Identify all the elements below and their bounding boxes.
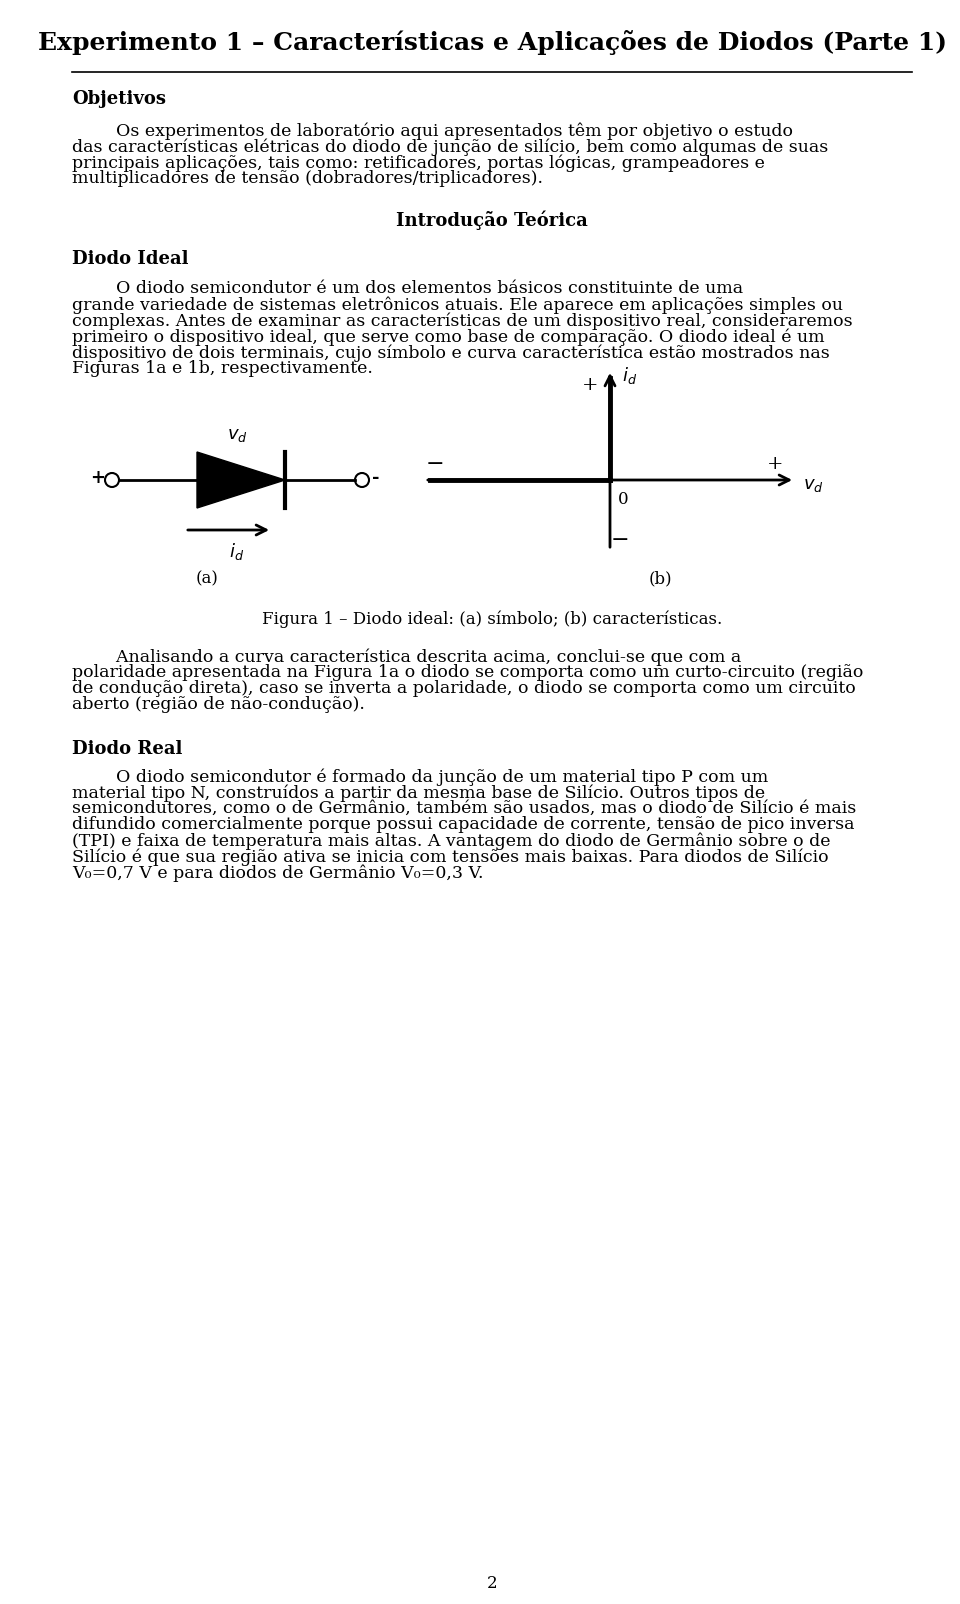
Text: Figuras 1a e 1b, respectivamente.: Figuras 1a e 1b, respectivamente. — [72, 359, 372, 377]
Text: V₀=0,7 V e para diodos de Germânio V₀=0,3 V.: V₀=0,7 V e para diodos de Germânio V₀=0,… — [72, 865, 484, 882]
Text: (TPI) e faixa de temperatura mais altas. A vantagem do diodo de Germânio sobre o: (TPI) e faixa de temperatura mais altas.… — [72, 832, 830, 850]
Text: Objetivos: Objetivos — [72, 90, 166, 107]
Text: $i_d$: $i_d$ — [622, 366, 637, 387]
Text: O diodo semicondutor é um dos elementos básicos constituinte de uma: O diodo semicondutor é um dos elementos … — [72, 281, 743, 297]
Text: $i_d$: $i_d$ — [229, 542, 245, 563]
Text: -: - — [372, 468, 380, 488]
Text: +: + — [90, 468, 106, 488]
Text: Analisando a curva característica descrita acima, conclui-se que com a: Analisando a curva característica descri… — [72, 648, 741, 666]
Text: complexas. Antes de examinar as características de um dispositivo real, consider: complexas. Antes de examinar as caracter… — [72, 313, 852, 329]
Text: (b): (b) — [648, 569, 672, 587]
Text: Diodo Real: Diodo Real — [72, 739, 182, 759]
Text: Os experimentos de laboratório aqui apresentados têm por objetivo o estudo: Os experimentos de laboratório aqui apre… — [72, 122, 793, 140]
Text: principais aplicações, tais como: retificadores, portas lógicas, grampeadores e: principais aplicações, tais como: retifi… — [72, 154, 765, 172]
Text: multiplicadores de tensão (dobradores/triplicadores).: multiplicadores de tensão (dobradores/tr… — [72, 170, 543, 188]
Text: Experimento 1 – Características e Aplicações de Diodos (Parte 1): Experimento 1 – Características e Aplica… — [37, 30, 947, 55]
Text: difundido comercialmente porque possui capacidade de corrente, tensão de pico in: difundido comercialmente porque possui c… — [72, 816, 854, 832]
Text: Introdução Teórica: Introdução Teórica — [396, 210, 588, 229]
Text: Silício é que sua região ativa se inicia com tensões mais baixas. Para diodos de: Silício é que sua região ativa se inicia… — [72, 849, 828, 866]
Text: −: − — [425, 452, 444, 475]
Text: das características elétricas do diodo de junção de silício, bem como algumas de: das características elétricas do diodo d… — [72, 138, 828, 156]
Text: +: + — [767, 456, 783, 473]
Text: $v_d$: $v_d$ — [803, 476, 824, 494]
Text: grande variedade de sistemas eletrônicos atuais. Ele aparece em aplicações simpl: grande variedade de sistemas eletrônicos… — [72, 297, 843, 313]
Text: material tipo N, construídos a partir da mesma base de Silício. Outros tipos de: material tipo N, construídos a partir da… — [72, 784, 765, 802]
Text: dispositivo de dois terminais, cujo símbolo e curva característica estão mostrad: dispositivo de dois terminais, cujo símb… — [72, 343, 829, 361]
Text: Diodo Ideal: Diodo Ideal — [72, 250, 188, 268]
Polygon shape — [197, 452, 285, 508]
Text: O diodo semicondutor é formado da junção de um material tipo P com um: O diodo semicondutor é formado da junção… — [72, 768, 768, 786]
Text: semicondutores, como o de Germânio, também são usados, mas o diodo de Silício é : semicondutores, como o de Germânio, tamb… — [72, 800, 856, 816]
Text: de condução direta), caso se inverta a polaridade, o diodo se comporta como um c: de condução direta), caso se inverta a p… — [72, 680, 855, 698]
Text: +: + — [582, 375, 598, 395]
Text: aberto (região de não-condução).: aberto (região de não-condução). — [72, 696, 365, 714]
Text: primeiro o dispositivo ideal, que serve como base de comparação. O diodo ideal é: primeiro o dispositivo ideal, que serve … — [72, 327, 825, 345]
Text: Figura 1 – Diodo ideal: (a) símbolo; (b) características.: Figura 1 – Diodo ideal: (a) símbolo; (b)… — [262, 610, 722, 627]
Text: 0: 0 — [618, 491, 629, 508]
Text: 2: 2 — [487, 1575, 497, 1593]
Text: $v_d$: $v_d$ — [227, 427, 248, 444]
Text: (a): (a) — [196, 569, 219, 587]
Text: −: − — [611, 529, 630, 552]
Text: polaridade apresentada na Figura 1a o diodo se comporta como um curto-circuito (: polaridade apresentada na Figura 1a o di… — [72, 664, 863, 682]
